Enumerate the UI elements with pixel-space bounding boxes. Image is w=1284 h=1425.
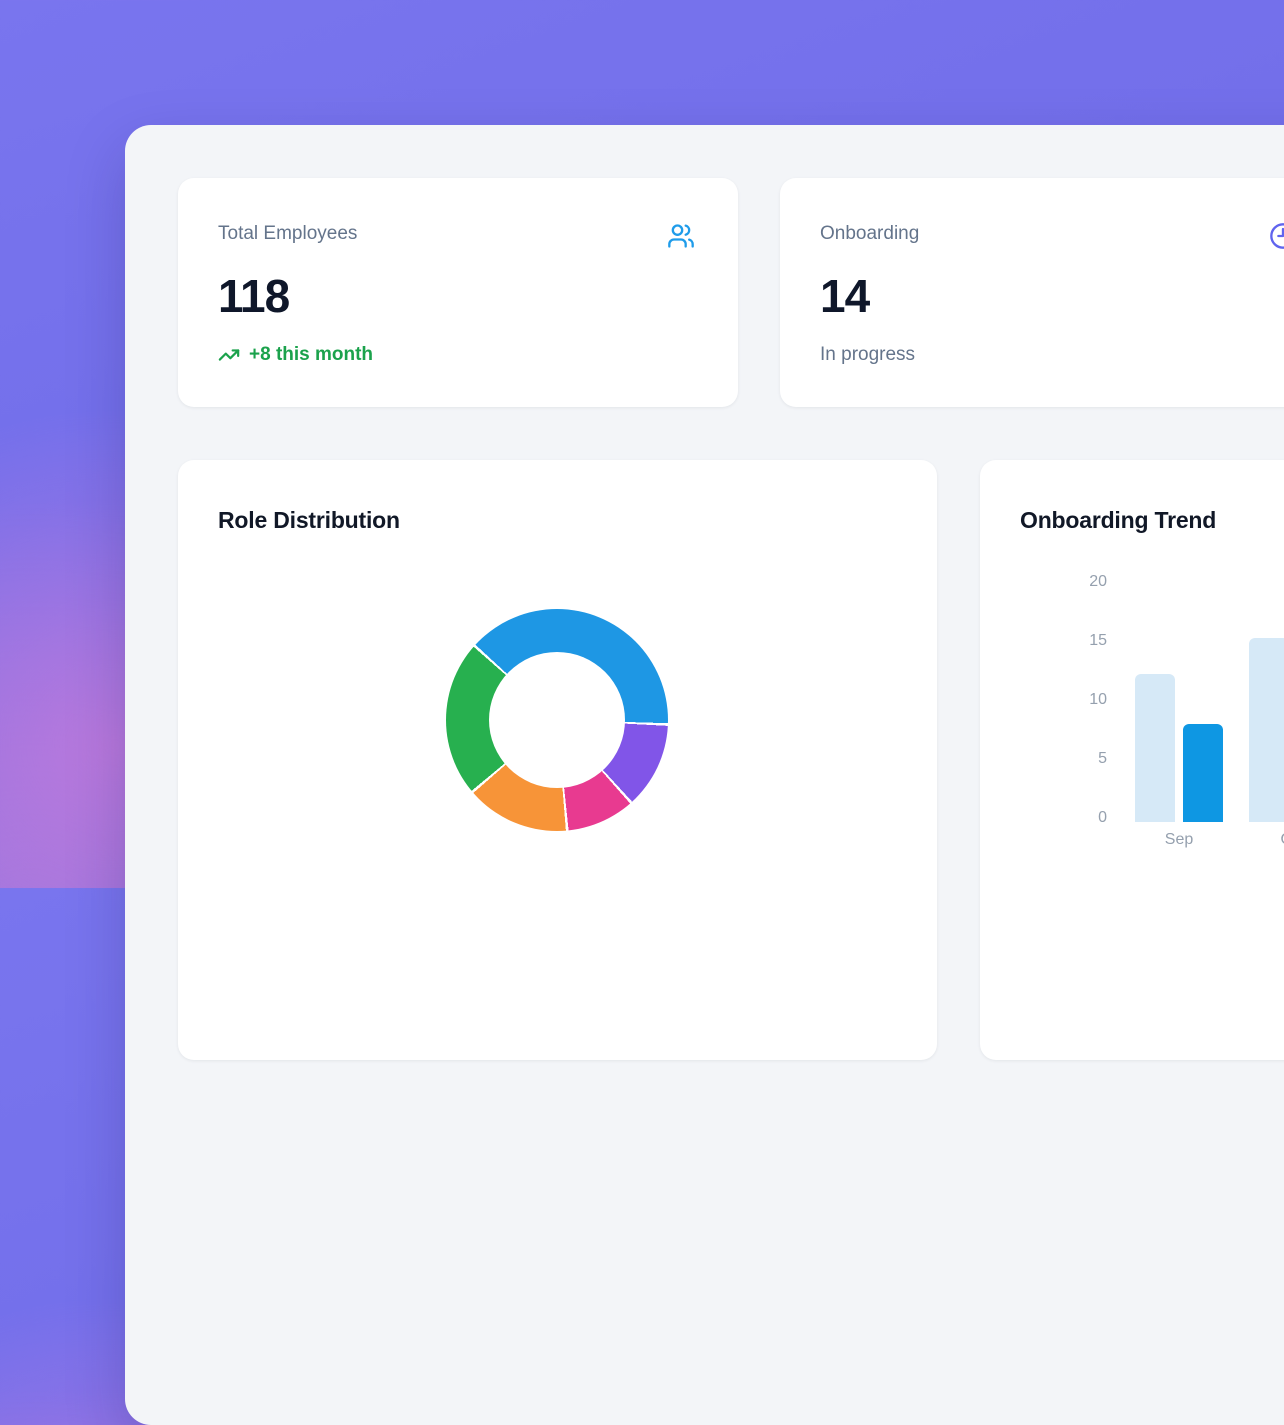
bars-pair — [1249, 637, 1284, 822]
light-blue-bar — [1249, 637, 1284, 822]
bar-chart: 20 15 10 5 0 Sep Oct — [980, 460, 1284, 1060]
stat-label: Onboarding — [820, 223, 920, 244]
y-axis-tick: 20 — [1089, 573, 1107, 590]
dashboard-panel: Total Employees 118 — [125, 125, 1284, 1425]
bars-pair — [1135, 674, 1223, 822]
trending-up-icon — [218, 344, 240, 366]
stat-value: 118 — [218, 270, 290, 322]
bar-group: Sep — [1135, 674, 1223, 852]
light-blue-bar — [1135, 674, 1175, 822]
stat-card-header: Onboarding — [820, 222, 1284, 250]
stat-card-total-employees: Total Employees 118 — [178, 178, 738, 407]
stat-value: 14 — [820, 270, 870, 322]
y-axis-tick: 0 — [1098, 809, 1107, 826]
bar-group: Oct — [1249, 637, 1284, 853]
chart-title: Onboarding Trend — [1020, 507, 1217, 533]
bars-area: Sep Oct — [1135, 460, 1284, 852]
x-axis-label: Sep — [1164, 831, 1194, 848]
y-axis-tick: 5 — [1098, 750, 1107, 767]
stat-trend: +8 this month — [218, 344, 695, 366]
y-axis-tick: 10 — [1089, 691, 1107, 708]
clock-icon — [1269, 222, 1284, 250]
chart-title: Role Distribution — [218, 507, 400, 533]
stat-trend-text: +8 this month — [249, 344, 374, 365]
stat-subtitle: In progress — [820, 344, 916, 365]
stat-label: Total Employees — [218, 223, 358, 244]
onboarding-trend-card: Onboarding Trend 20 15 10 5 0 Sep Oct — [980, 460, 1284, 1060]
charts-row: Role Distribution Onboarding Trend 20 15 1… — [178, 460, 1284, 1060]
x-axis-label: Oct — [1249, 828, 1284, 852]
dark-blue-bar — [1183, 723, 1223, 822]
users-icon — [667, 222, 695, 250]
stat-card-onboarding: Onboarding 14 In progress — [780, 178, 1284, 407]
donut-chart — [446, 609, 668, 831]
stats-row: Total Employees 118 — [178, 178, 1284, 407]
role-distribution-card: Role Distribution — [178, 460, 937, 1060]
stat-card-header: Total Employees — [218, 222, 695, 250]
y-axis-tick: 15 — [1089, 632, 1107, 649]
